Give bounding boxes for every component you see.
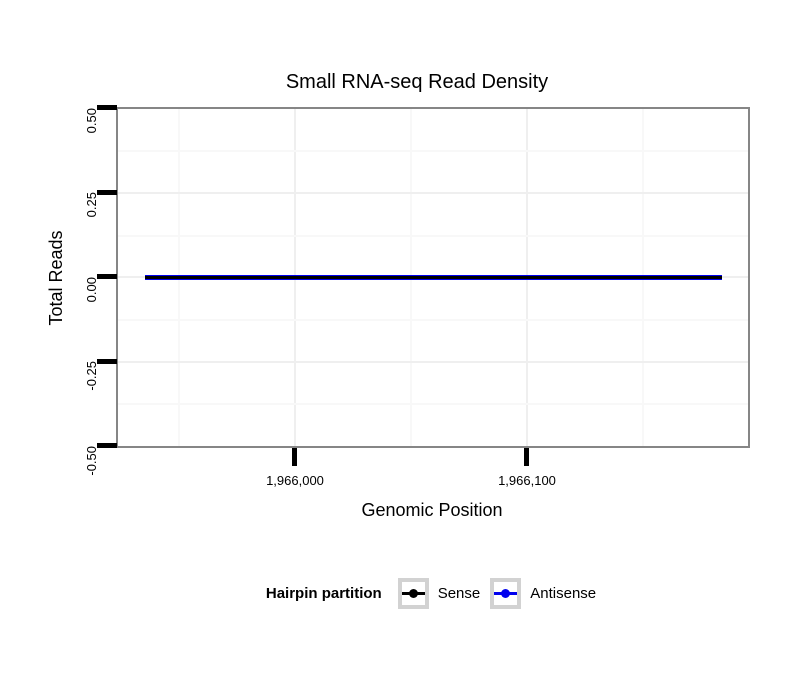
y-tick xyxy=(97,274,117,279)
gridline-y-minor xyxy=(118,319,748,321)
y-tick-label: 0.50 xyxy=(84,108,99,134)
chart-title: Small RNA-seq Read Density xyxy=(285,71,549,93)
legend-label-antisense: Antisense xyxy=(530,584,597,602)
x-tick xyxy=(292,448,297,466)
gridline-y-major xyxy=(118,361,748,363)
x-tick-label: 1,966,000 xyxy=(266,473,324,488)
gridline-y-minor xyxy=(118,403,748,405)
legend: Hairpin partition Sense Antisense xyxy=(0,575,810,611)
x-tick xyxy=(524,448,529,466)
plot-panel xyxy=(116,107,750,448)
sense-point-icon xyxy=(408,588,418,598)
gridline-y-minor xyxy=(118,235,748,237)
antisense-point-icon xyxy=(501,588,511,598)
legend-label-sense: Sense xyxy=(437,584,481,602)
y-tick xyxy=(97,190,117,195)
legend-key-sense xyxy=(397,577,429,609)
y-tick xyxy=(97,443,117,448)
gridline-y-major xyxy=(118,192,748,194)
y-tick xyxy=(97,105,117,110)
x-axis-title: Genomic Position xyxy=(361,500,503,520)
y-tick xyxy=(97,359,117,364)
y-axis-title: Total Reads xyxy=(46,230,66,326)
gridline-y-minor xyxy=(118,150,748,152)
x-tick-label: 1,966,100 xyxy=(498,473,556,488)
y-tick-label: -0.50 xyxy=(84,446,99,476)
legend-title: Hairpin partition xyxy=(265,584,382,602)
legend-key-antisense xyxy=(490,577,522,609)
y-tick-label: 0.00 xyxy=(84,277,99,303)
y-tick-label: 0.25 xyxy=(84,192,99,218)
legend-row: Hairpin partition Sense Antisense xyxy=(265,577,597,609)
y-tick-label: -0.25 xyxy=(84,361,99,391)
sense-data-line xyxy=(145,276,722,279)
